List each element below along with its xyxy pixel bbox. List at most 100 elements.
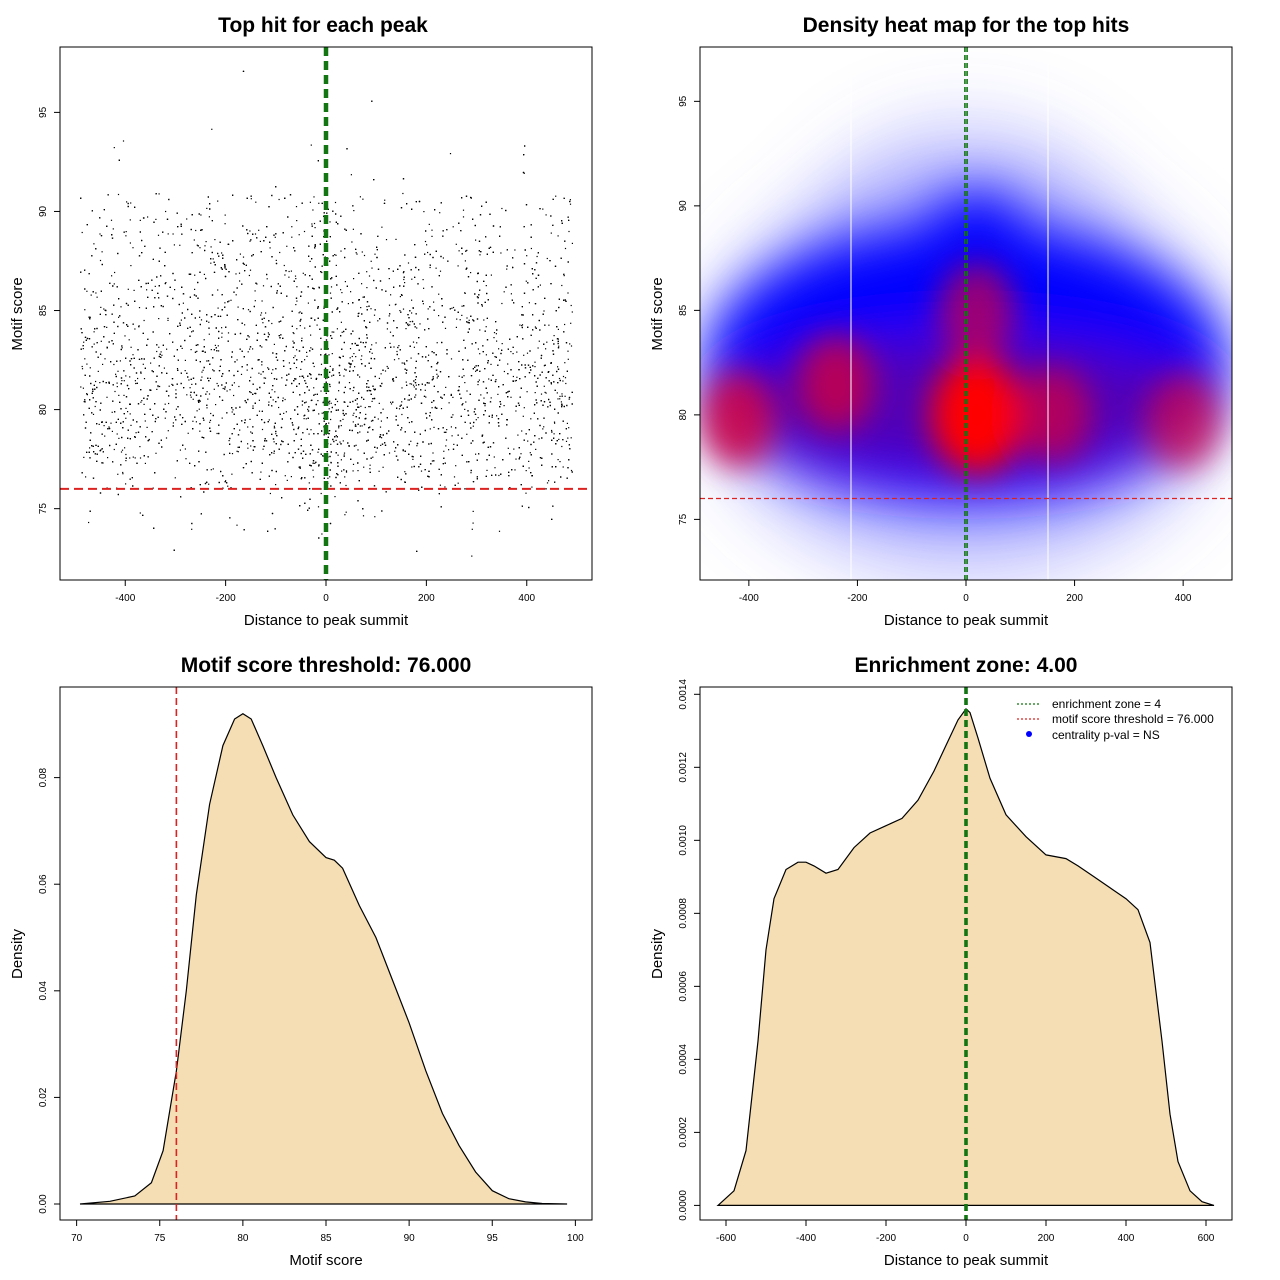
scatter-point (521, 364, 523, 366)
scatter-point (476, 280, 478, 283)
scatter-point (248, 274, 250, 277)
scatter-point (361, 251, 363, 253)
scatter-point (318, 448, 320, 450)
scatter-point (165, 282, 167, 284)
scatter-point (503, 405, 505, 407)
scatter-point (293, 247, 295, 249)
scatter-point (401, 401, 403, 403)
scatter-point (467, 410, 469, 412)
scatter-point (303, 418, 305, 420)
scatter-point (85, 339, 87, 341)
scatter-point (247, 335, 249, 337)
scatter-point (84, 358, 86, 360)
scatter-point (218, 350, 220, 352)
scatter-point (557, 328, 559, 330)
scatter-point (354, 399, 357, 401)
scatter-point (501, 349, 503, 351)
scatter-point (301, 337, 303, 339)
scatter-point (318, 287, 320, 289)
scatter-point (505, 209, 507, 212)
scatter-point (129, 360, 131, 362)
scatter-point (240, 440, 242, 443)
scatter-point (221, 252, 223, 254)
scatter-point (89, 367, 91, 369)
scatter-point (498, 348, 500, 350)
scatter-point (483, 402, 485, 404)
scatter-point (189, 387, 191, 389)
scatter-point (556, 338, 559, 340)
scatter-point (361, 355, 363, 357)
scatter-point (269, 454, 271, 456)
scatter-point (356, 403, 358, 405)
scatter-point (211, 220, 213, 222)
scatter-point (464, 408, 466, 410)
scatter-point (310, 347, 312, 349)
scatter-point (455, 243, 457, 245)
scatter-point (296, 328, 298, 330)
scatter-point (569, 203, 572, 205)
scatter-point (357, 449, 359, 451)
scatter-point (389, 313, 391, 315)
scatter-point (329, 260, 331, 262)
scatter-point (419, 463, 422, 465)
scatter-point (228, 271, 230, 273)
scatter-point (373, 388, 375, 390)
scatter-point (228, 300, 230, 302)
scatter-point (229, 389, 231, 391)
scatter-point (309, 201, 311, 203)
scatter-point (297, 413, 299, 415)
scatter-point (381, 443, 384, 445)
scatter-point (271, 322, 273, 325)
scatter-point (296, 349, 298, 351)
scatter-point (407, 323, 409, 325)
scatter-point (227, 340, 229, 342)
scatter-point (273, 441, 275, 443)
scatter-point (562, 375, 565, 378)
scatter-point (239, 332, 242, 335)
scatter-point (218, 481, 220, 484)
scatter-point (407, 399, 409, 401)
scatter-point (460, 230, 462, 232)
scatter-point (218, 337, 220, 339)
scatter-point (390, 294, 392, 296)
scatter-point (206, 404, 208, 406)
scatter-point (466, 433, 468, 435)
scatter-point (525, 280, 527, 282)
scatter-point (309, 498, 311, 500)
scatter-point (429, 415, 431, 417)
scatter-point (335, 275, 337, 277)
scatter-point (430, 366, 433, 368)
scatter-point (405, 322, 407, 324)
scatter-point (270, 396, 272, 398)
scatter-point (395, 238, 397, 240)
scatter-point (176, 212, 178, 214)
scatter-point (136, 382, 138, 384)
scatter-point (530, 334, 532, 336)
scatter-point (448, 402, 450, 404)
scatter-point (411, 312, 413, 314)
scatter-point (534, 392, 536, 394)
scatter-point (239, 253, 241, 255)
scatter-point (535, 327, 537, 329)
scatter-point (352, 470, 354, 472)
scatter-point (186, 218, 188, 220)
scatter-point (412, 456, 414, 458)
scatter-point (247, 309, 250, 311)
scatter-point (163, 408, 165, 410)
scatter-point (345, 470, 348, 472)
scatter-point (475, 419, 477, 421)
scatter-point (395, 455, 398, 457)
scatter-point (512, 375, 514, 378)
scatter-point (558, 438, 560, 440)
scatter-point (377, 268, 380, 270)
scatter-point (88, 338, 91, 340)
scatter-point (93, 243, 95, 245)
scatter-point (379, 434, 382, 436)
scatter-point (489, 246, 492, 248)
scatter-point (261, 428, 264, 431)
scatter-point (261, 346, 263, 348)
scatter-point (366, 271, 368, 273)
scatter-point (440, 408, 443, 410)
scatter-point (249, 269, 252, 271)
